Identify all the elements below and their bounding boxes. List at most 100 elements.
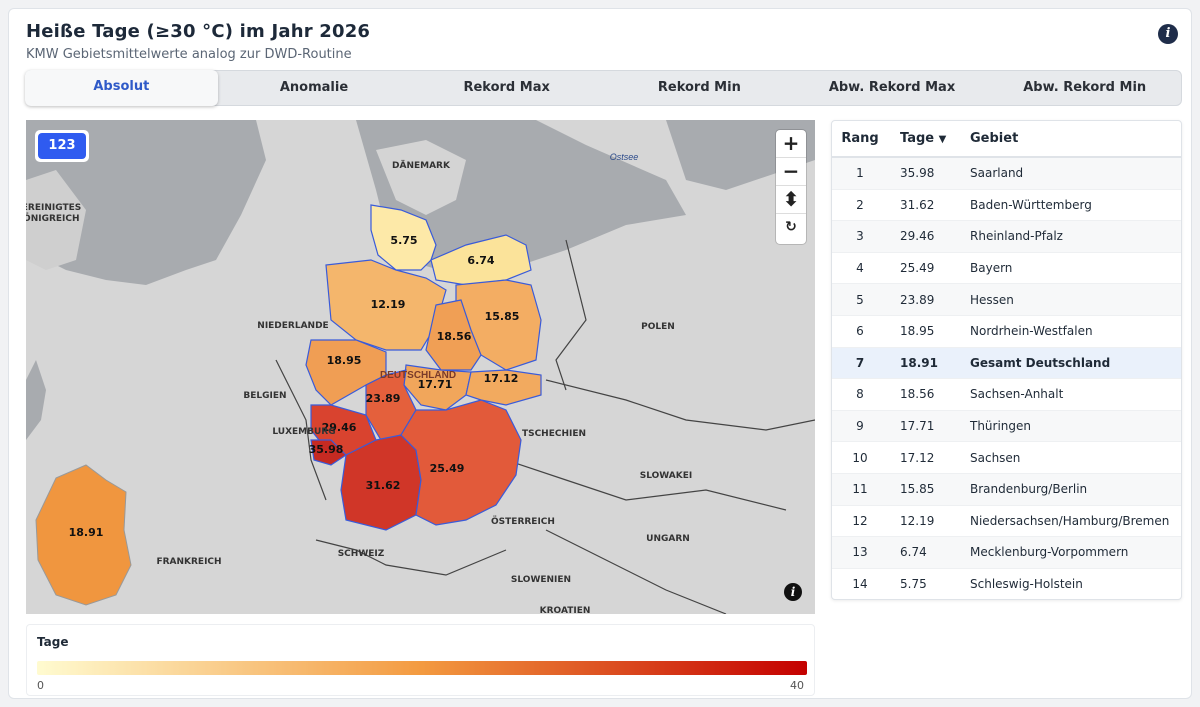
map-view[interactable]: 5.75 6.74 12.19 15.85 18.56 18.95 17.71 … [26, 120, 815, 614]
table-row[interactable]: 3 29.46 Rheinland-Pfalz [832, 221, 1181, 253]
rank-cell: 4 [856, 261, 864, 276]
zoom-control: + − ⬍ ↻ [776, 130, 806, 244]
count-badge[interactable]: 123 [35, 130, 89, 162]
tab-abw-rekord-max[interactable]: Abw. Rekord Max [828, 80, 956, 95]
zoom-in-button[interactable]: + [776, 130, 806, 158]
page-subtitle: KMW Gebietsmittelwerte analog zur DWD-Ro… [26, 47, 352, 62]
rank-cell: 1 [856, 166, 864, 181]
state-mecklenburg-vorpommern[interactable] [430, 234, 532, 286]
border-line [505, 459, 787, 511]
days-cell: 17.12 [900, 450, 935, 465]
tab-abw-rekord-min[interactable]: Abw. Rekord Min [1023, 80, 1147, 95]
value-label-bb: 15.85 [485, 310, 520, 323]
table-row[interactable]: 14 5.75 Schleswig-Holstein [832, 569, 1181, 599]
column-header-days[interactable]: Tage ▼ [900, 131, 947, 146]
country-label: POLEN [641, 322, 675, 332]
reset-view-icon[interactable]: ↻ [785, 219, 797, 235]
table-row[interactable]: 8 18.56 Sachsen-Anhalt [832, 379, 1181, 411]
page-title: Heiße Tage (≥30 °C) im Jahr 2026 [26, 21, 371, 42]
state-schleswig-holstein[interactable] [370, 204, 437, 271]
compass-icon[interactable]: ⬍ [776, 186, 806, 214]
column-header-rank[interactable]: Rang [841, 131, 879, 146]
value-label-th: 17.71 [418, 378, 453, 391]
value-label-ni: 12.19 [371, 298, 406, 311]
country-label: KÖNIGREICH [26, 213, 80, 224]
legend-gradient [37, 661, 807, 675]
region-cell: Thüringen [970, 419, 1032, 434]
country-label: BELGIEN [243, 391, 286, 401]
country-label: UNGARN [646, 534, 690, 544]
map-canvas: 5.75 6.74 12.19 15.85 18.56 18.95 17.71 … [26, 120, 815, 614]
value-label-sh: 5.75 [390, 234, 417, 247]
channel [26, 360, 46, 440]
state-thueringen[interactable] [403, 364, 472, 411]
value-label-nw: 18.95 [327, 354, 362, 367]
border-line [545, 379, 815, 431]
tab-anomalie[interactable]: Anomalie [279, 80, 349, 95]
tab-rekord-min[interactable]: Rekord Min [657, 80, 741, 95]
region-cell: Sachsen-Anhalt [970, 387, 1064, 402]
days-cell: 25.49 [900, 261, 935, 276]
sea-label: Ostsee [610, 152, 639, 162]
rank-cell: 7 [855, 355, 865, 370]
country-label: VEREINIGTES [26, 203, 81, 213]
table-row[interactable]: 9 17.71 Thüringen [832, 410, 1181, 443]
value-label-bw: 31.62 [366, 479, 401, 492]
rank-cell: 5 [856, 292, 864, 307]
days-cell: 29.46 [900, 229, 935, 244]
zoom-out-button[interactable]: − [776, 158, 806, 186]
country-label: ÖSTERREICH [491, 516, 555, 527]
state-sachsen[interactable] [465, 369, 542, 406]
info-icon[interactable]: i [1158, 24, 1178, 44]
sort-desc-icon[interactable]: ▼ [938, 134, 947, 145]
table-body: 1 35.98 Saarland 2 31.62 Baden-Württemberg 3 29… [832, 158, 1181, 599]
region-cell: Nordrhein-Westfalen [970, 324, 1093, 339]
table-row[interactable]: 1 35.98 Saarland [832, 158, 1181, 190]
region-cell: Baden-Württemberg [970, 197, 1092, 212]
state-bayern[interactable] [400, 399, 522, 526]
table-row[interactable]: 2 31.62 Baden-Württemberg [832, 190, 1181, 222]
legend-panel: Tage 0 40 [26, 624, 815, 696]
column-header-region[interactable]: Gebiet [970, 131, 1019, 146]
rank-cell: 10 [852, 450, 868, 465]
rank-cell: 13 [852, 545, 868, 560]
days-cell: 5.75 [900, 577, 927, 592]
attribution-icon[interactable]: i [784, 583, 802, 601]
country-label: SLOWAKEI [640, 471, 693, 481]
days-cell: 17.71 [900, 419, 935, 434]
table-row[interactable]: 12 12.19 Niedersachsen/Hamburg/Bremen [832, 506, 1181, 538]
days-cell: 12.19 [900, 513, 935, 528]
germany-inset[interactable] [35, 464, 132, 606]
value-label-de: 18.91 [69, 526, 104, 539]
days-cell: 18.95 [900, 324, 935, 339]
table-row[interactable]: 6 18.95 Nordrhein-Westfalen [832, 316, 1181, 348]
region-cell: Sachsen [970, 450, 1021, 465]
region-cell: Bayern [970, 261, 1013, 276]
country-label: NIEDERLANDE [257, 321, 328, 331]
country-label: FRANKREICH [156, 557, 221, 567]
table-row[interactable]: 13 6.74 Mecklenburg-Vorpommern [832, 537, 1181, 569]
table-row[interactable]: 11 15.85 Brandenburg/Berlin [832, 473, 1181, 506]
tab-rekord-max[interactable]: Rekord Max [463, 80, 550, 95]
days-cell: 6.74 [900, 545, 927, 560]
border-line [275, 359, 327, 501]
region-cell: Brandenburg/Berlin [970, 482, 1088, 497]
country-label: KROATIEN [540, 606, 591, 614]
days-cell: 18.56 [900, 387, 935, 402]
table-row[interactable]: 10 17.12 Sachsen [832, 442, 1181, 474]
table-row[interactable]: 7 18.91 Gesamt Deutschland [832, 347, 1181, 380]
rank-cell: 2 [856, 197, 864, 212]
rank-cell: 6 [856, 324, 864, 339]
tab-absolut[interactable]: Absolut [25, 70, 218, 106]
table-row[interactable]: 4 25.49 Bayern [832, 253, 1181, 285]
country-label: SCHWEIZ [338, 549, 385, 559]
state-saarland[interactable] [310, 439, 347, 466]
rank-cell: 8 [856, 387, 864, 402]
table-row[interactable]: 5 23.89 Hessen [832, 284, 1181, 316]
ranking-table: Rang Tage ▼ Gebiet 1 35.98 Saarland 2 31.62 B… [831, 120, 1182, 600]
rank-cell: 9 [856, 419, 864, 434]
border-line [315, 539, 507, 576]
country-label: LUXEMBURG [272, 427, 335, 437]
state-sachsen-anhalt[interactable] [425, 299, 482, 371]
value-label-sn: 17.12 [484, 372, 519, 385]
